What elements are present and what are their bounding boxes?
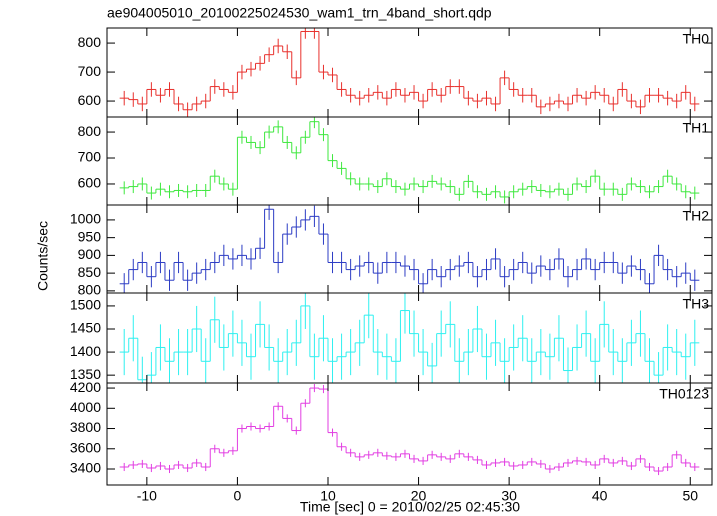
panel-label: TH0123 — [659, 386, 709, 402]
panel-label: TH3 — [683, 296, 710, 312]
y-tick-label: 4200 — [70, 379, 101, 395]
y-tick-label: 800 — [78, 123, 102, 139]
panel-label: TH1 — [683, 120, 710, 136]
y-tick-label: 850 — [78, 264, 102, 280]
panel-frame — [106, 204, 713, 294]
y-tick-label: 800 — [78, 282, 102, 298]
y-tick-label: 800 — [78, 34, 102, 50]
panel-data — [119, 28, 700, 117]
y-tick-label: 1400 — [70, 343, 101, 359]
x-tick-label: 10 — [320, 488, 336, 504]
y-tick-label: 3800 — [70, 419, 101, 435]
panel-frame — [106, 292, 713, 384]
y-axis-label: Counts/sec — [35, 221, 51, 291]
panel-label: TH0 — [683, 31, 710, 47]
y-tick-label: 4000 — [70, 399, 101, 415]
y-tick-label: 600 — [78, 175, 102, 191]
y-tick-label: 950 — [78, 228, 102, 244]
chart-title: ae904005010_20100225024530_wam1_trn_4ban… — [107, 5, 492, 21]
x-tick-label: 20 — [411, 488, 427, 504]
panel-label: TH2 — [683, 208, 710, 224]
x-tick-label: 50 — [682, 488, 698, 504]
x-tick-label: 30 — [501, 488, 517, 504]
panel-frame — [106, 382, 713, 486]
y-tick-label: 600 — [78, 92, 102, 108]
x-tick-label: -10 — [137, 488, 157, 504]
x-tick-label: 40 — [592, 488, 608, 504]
panel-frame — [106, 116, 713, 206]
y-tick-label: 3600 — [70, 439, 101, 455]
y-tick-label: 1450 — [70, 320, 101, 336]
y-tick-label: 700 — [78, 149, 102, 165]
x-tick-label: 0 — [234, 488, 242, 504]
panel-data — [119, 384, 700, 476]
panel-data — [119, 293, 700, 383]
y-tick-label: 1000 — [70, 211, 101, 227]
y-tick-label: 1500 — [70, 297, 101, 313]
panel-data — [119, 117, 700, 204]
y-tick-label: 3400 — [70, 460, 101, 476]
y-tick-label: 1350 — [70, 366, 101, 382]
x-axis-label: Time [sec] 0 = 2010/02/25 02:45:30 — [300, 499, 520, 515]
y-tick-label: 700 — [78, 63, 102, 79]
y-tick-label: 900 — [78, 246, 102, 262]
panel-data — [119, 205, 700, 293]
